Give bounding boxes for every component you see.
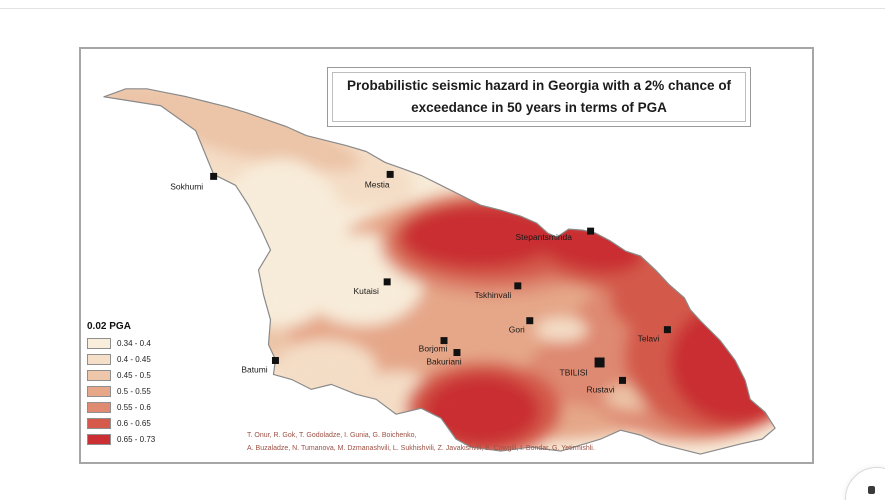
city-marker-borjomi — [440, 337, 448, 345]
legend-label: 0.4 - 0.45 — [117, 354, 151, 364]
legend-item: 0.4 - 0.45 — [87, 353, 217, 365]
city-label-batumi: Batumi — [241, 364, 267, 374]
legend-label: 0.6 - 0.65 — [117, 418, 151, 428]
legend-swatch — [87, 385, 111, 397]
legend-swatch — [87, 433, 111, 445]
credits-line1: T. Onur, R. Gok, T. Godoladze, I. Gunia,… — [247, 432, 417, 439]
legend-item: 0.45 - 0.5 — [87, 369, 217, 381]
legend-label: 0.55 - 0.6 — [117, 402, 151, 412]
city-marker-batumi — [271, 357, 279, 364]
legend-item: 0.55 - 0.6 — [87, 401, 217, 413]
city-marker-kutaisi — [383, 278, 391, 286]
map-title-line1: Probabilistic seismic hazard in Georgia … — [346, 78, 732, 94]
map-title-text: Probabilistic seismic hazard in Georgia … — [332, 72, 746, 122]
city-label-kutaisi: Kutaisi — [354, 286, 380, 296]
credits-line2: A. Buzaladze, N. Tumanova, M. Dzmanashvi… — [247, 445, 595, 452]
map-title: Probabilistic seismic hazard in Georgia … — [327, 67, 751, 127]
city-marker-stepantsminda — [587, 227, 595, 235]
city-marker-mestia — [386, 170, 394, 178]
legend-swatch — [87, 417, 111, 429]
country-outline — [103, 88, 776, 455]
city-label-stepantsminda: Stepantsminda — [516, 232, 573, 242]
credits: T. Onur, R. Gok, T. Godoladze, I. Gunia,… — [247, 429, 595, 455]
city-label-telavi: Telavi — [638, 334, 660, 344]
city-label-mestia: Mestia — [365, 179, 390, 189]
city-label-gori: Gori — [509, 325, 525, 335]
georgia-map: Sokhumi Mestia Stepantsminda Kutaisi Tskhinv… — [103, 88, 776, 455]
legend-item: 0.34 - 0.4 — [87, 337, 217, 349]
map-figure: Sokhumi Mestia Stepantsminda Kutaisi Tskhinv… — [79, 47, 814, 464]
city-marker-sokhumi — [210, 172, 218, 180]
cities-layer: Sokhumi Mestia Stepantsminda Kutaisi Tskhinv… — [170, 170, 671, 394]
top-divider — [0, 8, 885, 9]
legend-swatch — [87, 337, 111, 349]
city-marker-telavi — [663, 326, 671, 334]
map-title-line2: exceedance in 50 years in terms of PGA — [411, 100, 667, 115]
city-marker-rustavi — [619, 376, 627, 384]
legend-item: 0.6 - 0.65 — [87, 417, 217, 429]
legend-swatch — [87, 401, 111, 413]
legend: 0.02 PGA 0.34 - 0.4 0.4 - 0.45 0.45 - 0.5 0… — [87, 321, 217, 449]
corner-button-icon — [868, 486, 875, 494]
legend-label: 0.45 - 0.5 — [117, 370, 151, 380]
legend-swatch — [87, 353, 111, 365]
legend-item: 0.65 - 0.73 — [87, 433, 217, 445]
city-label-rustavi: Rustavi — [586, 384, 614, 394]
legend-label: 0.65 - 0.73 — [117, 434, 156, 444]
city-label-tbilisi: TBILISI — [560, 367, 588, 377]
legend-title: 0.02 PGA — [87, 321, 131, 332]
city-marker-tskhinvali — [514, 282, 522, 290]
legend-label: 0.34 - 0.4 — [117, 338, 151, 348]
city-label-tskhinvali: Tskhinvali — [475, 290, 512, 300]
city-label-borjomi: Borjomi — [419, 344, 448, 354]
legend-swatch — [87, 369, 111, 381]
city-marker-tbilisi — [594, 357, 605, 368]
corner-button[interactable] — [845, 467, 885, 500]
city-marker-gori — [526, 317, 534, 325]
city-label-sokhumi: Sokhumi — [170, 181, 203, 191]
legend-item: 0.5 - 0.55 — [87, 385, 217, 397]
legend-label: 0.5 - 0.55 — [117, 386, 151, 396]
legend-rows: 0.34 - 0.4 0.4 - 0.45 0.45 - 0.5 0.5 - 0.55… — [87, 337, 217, 445]
city-marker-bakuriani — [453, 349, 461, 357]
city-label-bakuriani: Bakuriani — [426, 356, 461, 366]
